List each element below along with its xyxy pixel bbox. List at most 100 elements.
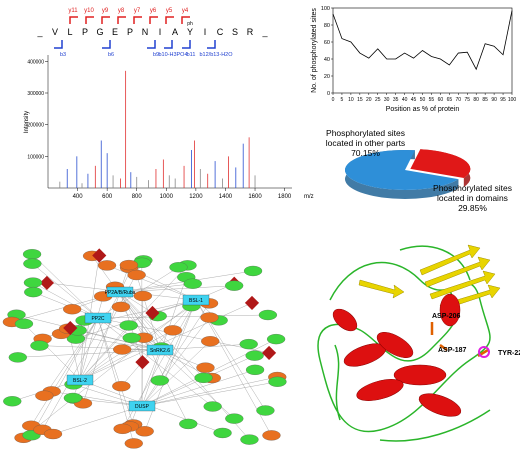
node bbox=[113, 423, 132, 434]
node bbox=[163, 325, 182, 336]
y-tick-label: 400000 bbox=[27, 59, 44, 65]
node bbox=[196, 362, 215, 373]
y-ion-label: y11 bbox=[68, 8, 78, 14]
pie-value: 29.85% bbox=[458, 203, 487, 213]
b-ion-label: b11 bbox=[187, 52, 196, 58]
y-ion-bracket bbox=[133, 16, 142, 24]
node bbox=[245, 364, 265, 375]
x-axis-label: Position as % of protein bbox=[386, 106, 460, 113]
node bbox=[119, 320, 138, 331]
hub bbox=[146, 344, 174, 356]
x-tick-label: 20 bbox=[366, 97, 372, 103]
edge bbox=[42, 291, 121, 430]
residue: E bbox=[112, 27, 118, 37]
tyr-ring bbox=[478, 346, 490, 358]
x-tick-label: 15 bbox=[357, 97, 363, 103]
y-ion-bracket bbox=[85, 16, 94, 24]
x-tick-label: 55 bbox=[429, 97, 435, 103]
node bbox=[243, 265, 263, 277]
pie-value: 70.15% bbox=[351, 148, 380, 158]
node bbox=[194, 372, 213, 383]
x-tick-label: 1000 bbox=[160, 194, 174, 200]
edge bbox=[52, 405, 143, 435]
node bbox=[124, 438, 143, 449]
y-tick-label: 100 bbox=[321, 6, 330, 12]
edge bbox=[39, 345, 161, 351]
x-tick-label: 50 bbox=[420, 97, 426, 103]
x-tick-label: 1400 bbox=[219, 194, 233, 200]
x-tick-label: 65 bbox=[447, 97, 453, 103]
node bbox=[119, 259, 139, 271]
residue: N bbox=[142, 27, 149, 37]
node bbox=[113, 344, 132, 355]
y-ion-bracket bbox=[149, 16, 158, 24]
coil bbox=[334, 245, 491, 442]
edge bbox=[119, 291, 189, 425]
y-ion-bracket bbox=[165, 16, 174, 24]
edge bbox=[141, 295, 144, 407]
node bbox=[112, 381, 131, 392]
y-tick-label: 200000 bbox=[27, 123, 44, 129]
edge bbox=[79, 260, 144, 381]
residue-label: ASP-187 bbox=[438, 347, 467, 354]
edge bbox=[141, 277, 187, 407]
b-ion-bracket bbox=[147, 40, 156, 49]
b-ion-bracket bbox=[164, 40, 173, 49]
node bbox=[256, 405, 275, 416]
node-diamond bbox=[261, 345, 277, 360]
residue: L bbox=[67, 27, 72, 37]
edge bbox=[97, 314, 268, 319]
hub-label: PP2C bbox=[91, 316, 104, 322]
edge bbox=[141, 338, 277, 407]
node bbox=[3, 396, 22, 407]
slice-top bbox=[410, 149, 471, 179]
node bbox=[268, 376, 287, 387]
edge bbox=[141, 381, 278, 407]
residue: I bbox=[204, 27, 207, 37]
x-tick-label: 75 bbox=[464, 97, 470, 103]
edge bbox=[141, 376, 278, 407]
x-tick-label: 90 bbox=[491, 97, 497, 103]
coil bbox=[317, 261, 491, 433]
edge bbox=[120, 306, 161, 351]
residue: P bbox=[82, 27, 88, 37]
x-tick-label: 100 bbox=[508, 97, 517, 103]
node-diamond bbox=[145, 305, 160, 321]
x-tick-label: 95 bbox=[500, 97, 506, 103]
x-tick-label: 800 bbox=[132, 194, 143, 200]
edge bbox=[141, 317, 210, 407]
node-diamond bbox=[39, 275, 54, 290]
node bbox=[239, 338, 258, 350]
edge bbox=[79, 296, 104, 381]
pie-category: Phosphorylated sites located in domains bbox=[433, 183, 512, 203]
residue-label: ASP-206 bbox=[432, 313, 461, 320]
node bbox=[23, 277, 43, 288]
x-tick-label: 10 bbox=[348, 97, 354, 103]
residue: A bbox=[172, 27, 178, 37]
hub bbox=[182, 294, 210, 306]
edge bbox=[106, 265, 197, 301]
node bbox=[127, 269, 146, 281]
x-tick-label: 25 bbox=[375, 97, 381, 103]
node bbox=[266, 333, 286, 345]
y-tick-label: 40 bbox=[324, 57, 330, 63]
node bbox=[169, 262, 188, 273]
edge bbox=[31, 317, 99, 436]
node bbox=[23, 258, 42, 269]
edge bbox=[17, 349, 161, 358]
x-tick-label: 30 bbox=[384, 97, 390, 103]
slice-top bbox=[345, 150, 459, 190]
x-tick-label: 400 bbox=[73, 194, 84, 200]
b-ion-label: b3 bbox=[60, 52, 66, 58]
b-ion-bracket bbox=[182, 40, 191, 49]
node bbox=[183, 278, 202, 289]
y-tick-label: 100000 bbox=[27, 154, 44, 160]
y-ion-label: y8 bbox=[118, 8, 125, 14]
node bbox=[225, 413, 244, 424]
node bbox=[203, 401, 222, 412]
edge bbox=[119, 291, 162, 348]
x-tick-label: 600 bbox=[102, 194, 113, 200]
node-diamond bbox=[244, 295, 260, 310]
x-tick-label: 1800 bbox=[278, 194, 292, 200]
node bbox=[258, 309, 278, 321]
